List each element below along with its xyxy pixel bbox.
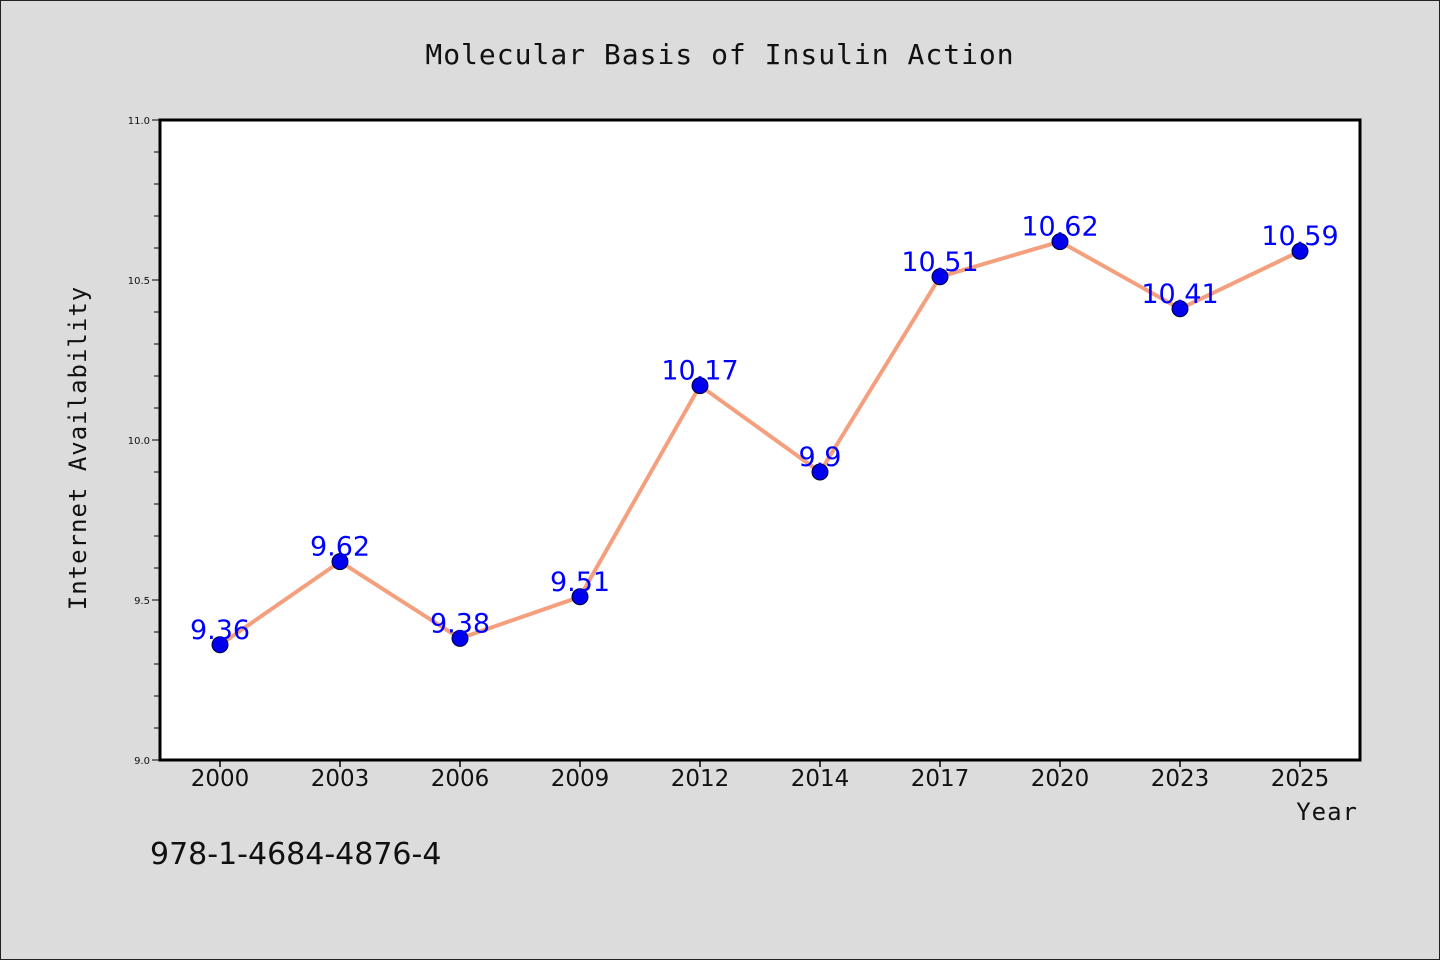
x-axis-label: Year xyxy=(1296,798,1358,826)
y-tick-label: 9.0 xyxy=(134,756,150,767)
isbn-footnote: 978-1-4684-4876-4 xyxy=(150,837,441,872)
x-tick-label: 2009 xyxy=(551,766,610,792)
data-label: 9.36 xyxy=(190,615,250,646)
x-tick-label: 2006 xyxy=(431,766,490,792)
data-label: 9.38 xyxy=(430,608,490,639)
data-point xyxy=(691,377,709,395)
y-tick-label: 10.0 xyxy=(128,436,150,447)
x-tick-label: 2012 xyxy=(671,766,730,792)
data-markers xyxy=(211,233,1309,654)
data-point xyxy=(811,463,829,481)
data-point xyxy=(331,553,349,571)
y-tick-label: 11.0 xyxy=(128,116,150,127)
x-tick-label: 2020 xyxy=(1031,766,1090,792)
data-point xyxy=(1291,242,1309,260)
data-label: 10.17 xyxy=(661,356,738,387)
y-axis: 9.0 9.5 10.0 10.5 11.0 xyxy=(128,116,160,767)
data-point xyxy=(1171,300,1189,318)
x-tick-label: 2014 xyxy=(791,766,850,792)
x-tick-label: 2025 xyxy=(1271,766,1330,792)
data-labels: 9.36 9.62 9.38 9.51 10.17 9.9 10.51 10.62 10.41 1… xyxy=(190,212,1339,646)
data-label: 10.51 xyxy=(901,247,978,278)
data-point xyxy=(211,636,229,654)
x-tick-label: 2023 xyxy=(1151,766,1210,792)
data-label: 9.51 xyxy=(550,567,610,598)
x-axis: 2000 2003 2006 2009 2012 2014 2017 2020 2023 2025 xyxy=(191,760,1330,792)
x-tick-label: 2003 xyxy=(311,766,370,792)
y-tick-label: 10.5 xyxy=(128,276,150,287)
data-point xyxy=(571,588,589,606)
series-line xyxy=(218,239,1301,647)
plot-area xyxy=(160,120,1360,760)
plot-border xyxy=(158,118,1362,762)
x-tick-label: 2000 xyxy=(191,766,250,792)
data-label: 10.59 xyxy=(1261,221,1338,252)
data-label: 9.9 xyxy=(799,442,842,473)
data-label: 10.62 xyxy=(1021,212,1098,243)
data-point xyxy=(931,268,949,286)
data-label: 9.62 xyxy=(310,532,370,563)
y-tick-label: 9.5 xyxy=(134,596,150,607)
data-label: 10.41 xyxy=(1141,279,1218,310)
data-point xyxy=(1051,233,1069,251)
chart-title: Molecular Basis of Insulin Action xyxy=(425,38,1014,71)
data-point xyxy=(451,629,469,647)
x-tick-label: 2017 xyxy=(911,766,970,792)
y-axis-label: Internet Availability xyxy=(64,286,92,610)
